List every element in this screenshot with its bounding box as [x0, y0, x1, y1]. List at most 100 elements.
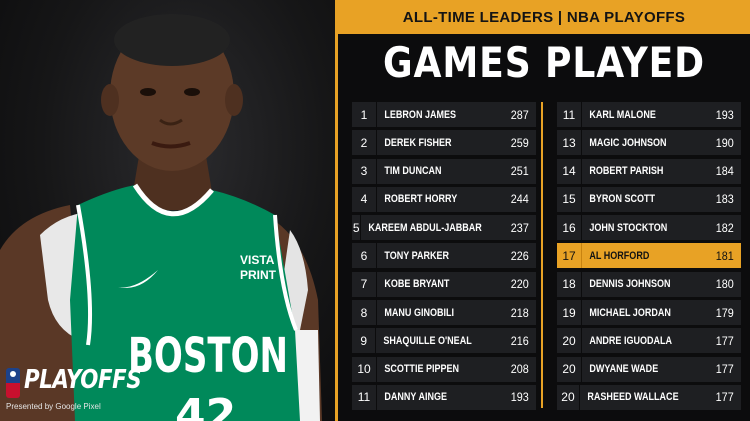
- player-name: MANU GINOBILI: [384, 306, 455, 319]
- rank-number: 16: [562, 220, 576, 235]
- games-value: 177: [715, 362, 734, 377]
- player-name: KOBE BRYANT: [384, 278, 450, 291]
- player-name: AL HORFORD: [589, 249, 650, 262]
- cell-divider: [581, 328, 582, 354]
- rank-number: 19: [562, 305, 576, 320]
- leader-row: 20 RASHEED WALLACE 177: [557, 384, 741, 410]
- cell-divider: [581, 271, 582, 297]
- rank-number: 2: [360, 135, 368, 150]
- leader-row: 15 BYRON SCOTT 183: [557, 186, 741, 212]
- cell-divider: [581, 356, 582, 382]
- jersey-number: 42: [175, 390, 236, 421]
- player-name: ROBERT PARISH: [589, 165, 664, 178]
- games-value: 287: [510, 107, 529, 122]
- header-banner: ALL-TIME LEADERS | NBA PLAYOFFS: [338, 0, 750, 34]
- leader-row: 14 ROBERT PARISH 184: [557, 158, 741, 184]
- player-name: TONY PARKER: [384, 249, 450, 262]
- column-divider: [541, 102, 543, 408]
- rank-number: 5: [352, 220, 360, 235]
- player-name: DWYANE WADE: [589, 363, 659, 376]
- page-title: GAMES PLAYED: [383, 38, 705, 87]
- leader-row-highlighted: 17 AL HORFORD 181: [557, 243, 741, 269]
- cell-divider: [376, 300, 377, 326]
- cell-divider: [581, 300, 582, 326]
- leaders-panel: ALL-TIME LEADERS | NBA PLAYOFFS GAMES PL…: [335, 0, 750, 421]
- games-value: 216: [510, 333, 529, 348]
- games-value: 190: [715, 135, 734, 150]
- player-name: DEREK FISHER: [384, 136, 452, 149]
- games-value: 177: [715, 390, 734, 405]
- leader-row: 19 MICHAEL JORDAN 179: [557, 300, 741, 326]
- rank-number: 1: [360, 107, 368, 122]
- player-name: LEBRON JAMES: [384, 108, 457, 121]
- rank-number: 7: [360, 277, 368, 292]
- rank-number: 20: [562, 333, 576, 348]
- rank-number: 17: [562, 248, 576, 263]
- player-name: ANDRE IGUODALA: [589, 334, 673, 347]
- rank-number: 9: [360, 333, 367, 348]
- accent-bar: [335, 0, 338, 421]
- rank-number: 11: [562, 107, 576, 122]
- cell-divider: [581, 158, 582, 184]
- leader-row: 10 SCOTTIE PIPPEN 208: [352, 356, 536, 382]
- leaders-list-right: 11 KARL MALONE 193 13 MAGIC JOHNSON 190 14 ROBE…: [557, 102, 741, 413]
- player-name: DANNY AINGE: [384, 391, 448, 404]
- leader-row: 1 LEBRON JAMES 287: [352, 102, 536, 127]
- player-name: JOHN STOCKTON: [589, 221, 668, 234]
- cell-divider: [581, 186, 582, 212]
- jersey-sponsor-line1: VISTA: [240, 253, 275, 267]
- games-value: 181: [715, 248, 734, 263]
- rank-number: 6: [360, 248, 368, 263]
- leader-row: 5 KAREEM ABDUL-JABBAR 237: [352, 215, 536, 241]
- games-value: 259: [510, 135, 529, 150]
- games-value: 180: [715, 277, 734, 292]
- leader-row: 20 ANDRE IGUODALA 177: [557, 328, 741, 354]
- rank-number: 4: [360, 192, 368, 207]
- player-name: SHAQUILLE O'NEAL: [383, 334, 473, 347]
- rank-number: 20: [561, 390, 575, 405]
- games-value: 226: [510, 248, 529, 263]
- player-name: BYRON SCOTT: [589, 193, 656, 206]
- games-value: 220: [510, 277, 529, 292]
- cell-divider: [376, 271, 377, 297]
- leader-row: 4 ROBERT HORRY 244: [352, 186, 536, 212]
- leader-row: 7 KOBE BRYANT 220: [352, 271, 536, 297]
- player-name: KARL MALONE: [589, 108, 656, 121]
- rank-number: 18: [562, 277, 576, 292]
- player-name: ROBERT HORRY: [384, 193, 458, 206]
- cell-divider: [581, 215, 582, 241]
- games-value: 244: [510, 192, 529, 207]
- cell-divider: [376, 356, 377, 382]
- player-name: DENNIS JOHNSON: [589, 278, 671, 291]
- leader-row: 20 DWYANE WADE 177: [557, 356, 741, 382]
- leader-row: 13 MAGIC JOHNSON 190: [557, 130, 741, 156]
- leader-row: 11 DANNY AINGE 193: [352, 384, 536, 410]
- jersey-sponsor-line2: PRINT: [240, 268, 277, 282]
- nba-logo-icon: [6, 368, 20, 398]
- player-name: KAREEM ABDUL-JABBAR: [368, 221, 482, 234]
- player-name: SCOTTIE PIPPEN: [384, 363, 460, 376]
- games-value: 193: [510, 390, 529, 405]
- player-name: RASHEED WALLACE: [587, 391, 679, 404]
- cell-divider: [375, 328, 377, 354]
- cell-divider: [376, 158, 377, 184]
- cell-divider: [578, 384, 580, 410]
- cell-divider: [581, 243, 582, 269]
- player-name: TIM DUNCAN: [384, 165, 442, 178]
- rank-number: 20: [562, 362, 576, 377]
- games-value: 237: [510, 220, 529, 235]
- leader-row: 3 TIM DUNCAN 251: [352, 158, 536, 184]
- cell-divider: [376, 130, 377, 156]
- games-value: 177: [715, 333, 734, 348]
- games-value: 218: [510, 305, 529, 320]
- games-value: 184: [715, 164, 734, 179]
- jersey-team-text: BOSTON: [128, 328, 288, 384]
- rank-number: 13: [562, 135, 576, 150]
- games-value: 183: [715, 192, 734, 207]
- presented-by-text: Presented by Google Pixel: [6, 402, 101, 411]
- player-name: MICHAEL JORDAN: [589, 306, 671, 319]
- rank-number: 14: [562, 164, 576, 179]
- games-value: 251: [510, 164, 529, 179]
- header-banner-text: ALL-TIME LEADERS | NBA PLAYOFFS: [402, 8, 686, 26]
